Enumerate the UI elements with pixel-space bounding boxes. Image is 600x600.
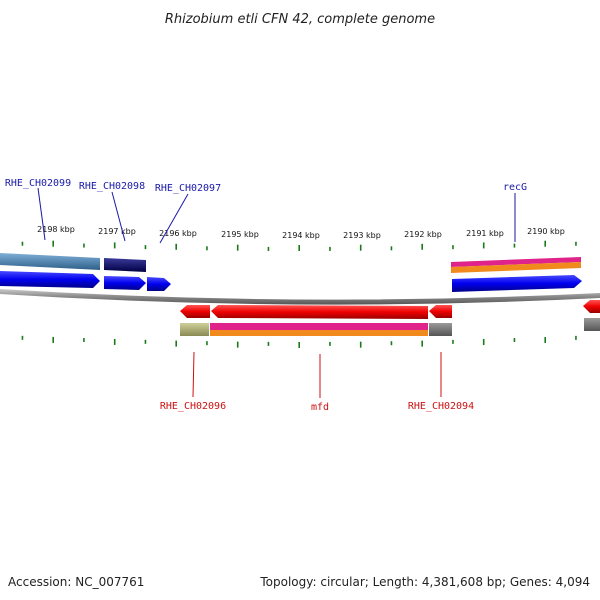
gene-label-rhe-ch02097[interactable]: RHE_CH02097: [155, 183, 221, 194]
gene-label-rhe-ch02099[interactable]: RHE_CH02099: [5, 178, 71, 189]
scale-label: 2190 kbp: [527, 227, 565, 236]
forward-feature-track: [0, 253, 581, 273]
gene-label-mfd[interactable]: mfd: [311, 402, 329, 413]
scale-label: 2191 kbp: [466, 229, 504, 238]
scale-label: 2192 kbp: [404, 230, 442, 239]
cds-arrow-recg[interactable]: [452, 275, 582, 292]
scale-label: 2198 kbp: [37, 225, 75, 234]
reverse-feature-track: [180, 318, 600, 336]
scale-label: 2193 kbp: [343, 231, 381, 240]
cds-arrow-partial[interactable]: [583, 300, 600, 313]
cds-arrow-rhe-ch02098[interactable]: [104, 276, 146, 290]
reverse-gene-labels: RHE_CH02096 mfd RHE_CH02094: [160, 351, 474, 413]
gene-bar-rhe-ch02094[interactable]: [429, 323, 452, 336]
gene-bar-rhe-ch02096[interactable]: [180, 323, 209, 336]
scale-label: 2197 kbp: [98, 227, 136, 236]
gene-bar-partial[interactable]: [584, 318, 600, 331]
forward-cds-track: [0, 271, 582, 292]
cds-arrow-rhe-ch02096[interactable]: [180, 305, 210, 318]
reverse-cds-track: [180, 300, 600, 319]
cds-arrow-rhe-ch02094[interactable]: [429, 305, 452, 318]
genome-backbone: [0, 289, 600, 305]
scale-label: 2195 kbp: [221, 230, 259, 239]
genome-summary-text: Topology: circular; Length: 4,381,608 bp…: [259, 575, 590, 589]
gene-bar-rhe-ch02099[interactable]: [0, 253, 100, 270]
forward-gene-labels: RHE_CH02099 RHE_CH02098 RHE_CH02097 recG: [5, 178, 527, 244]
cds-arrow-mfd[interactable]: [211, 305, 428, 319]
reverse-tick-row: [21, 335, 577, 348]
gene-bar-rhe-ch02098[interactable]: [104, 258, 146, 272]
gene-label-rhe-ch02096[interactable]: RHE_CH02096: [160, 401, 226, 412]
gene-bar-recg[interactable]: [451, 262, 581, 273]
gene-bar-mfd[interactable]: [210, 323, 428, 330]
cds-arrow-rhe-ch02099[interactable]: [0, 271, 100, 288]
gene-label-rhe-ch02098[interactable]: RHE_CH02098: [79, 181, 145, 192]
cds-arrow-rhe-ch02097[interactable]: [147, 277, 171, 291]
gene-label-recg[interactable]: recG: [503, 182, 527, 193]
gene-bar-recg[interactable]: [451, 257, 581, 267]
forward-tick-row: [21, 240, 577, 251]
scale-label: 2196 kbp: [159, 229, 197, 238]
gene-bar-mfd[interactable]: [210, 330, 428, 336]
gene-label-rhe-ch02094[interactable]: RHE_CH02094: [408, 401, 474, 412]
scale-label: 2194 kbp: [282, 231, 320, 240]
accession-text: Accession: NC_007761: [8, 575, 144, 589]
genome-title: Rhizobium etli CFN 42, complete genome: [165, 12, 435, 27]
